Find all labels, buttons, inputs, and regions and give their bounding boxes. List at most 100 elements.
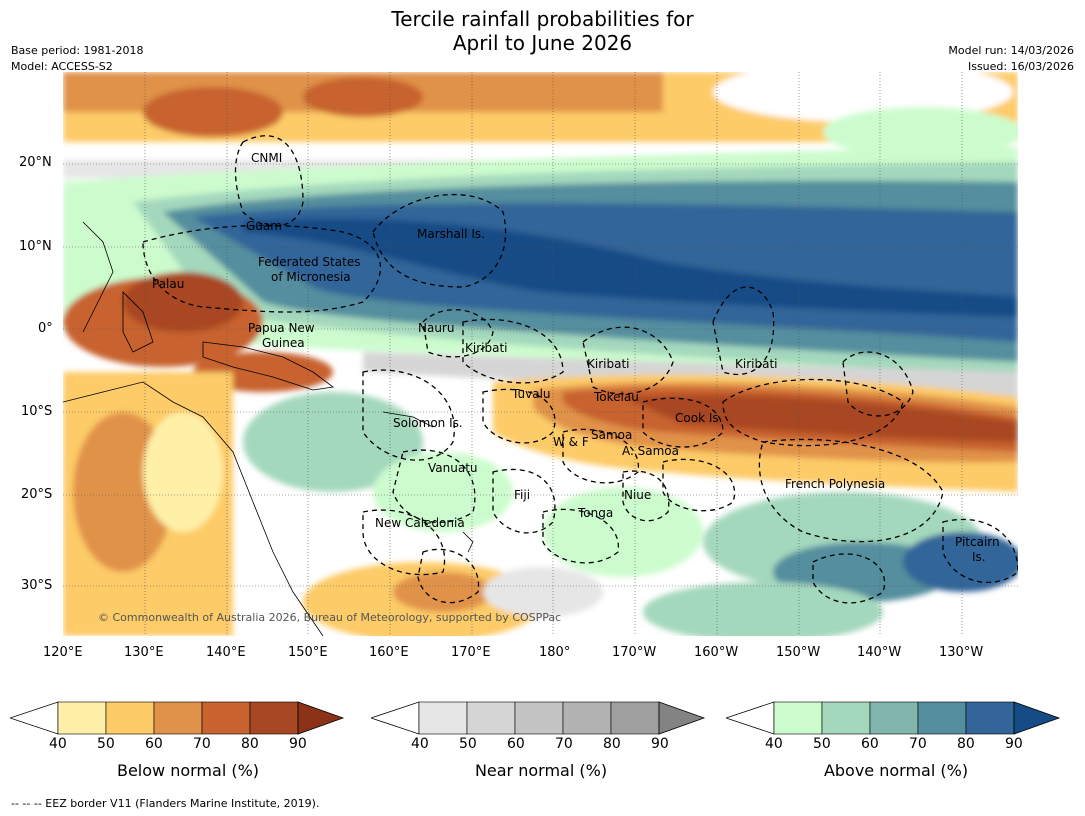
colorbar-tick: 70: [193, 736, 211, 752]
lat-label: 20°N: [19, 155, 52, 170]
region-label: A. Samoa: [622, 444, 679, 458]
colorbar-tick: 80: [241, 736, 259, 752]
region-label: Is.: [972, 550, 986, 564]
eez-borders: [142, 135, 1018, 604]
region-label: Marshall Is.: [417, 227, 485, 241]
colorbar-title: Above normal (%): [823, 761, 969, 780]
colorbar-tick: 70: [555, 736, 573, 752]
colorbar-swatch: [965, 701, 1015, 735]
colorbar-title: Below normal (%): [116, 761, 260, 780]
lon-label: 160°W: [694, 645, 739, 660]
eez-footnote: -- -- -- EEZ border V11 (Flanders Marine…: [11, 797, 320, 810]
lon-label: 170°E: [451, 645, 491, 660]
region-label: Tonga: [577, 506, 613, 520]
region-label: Pitcairn: [955, 535, 1000, 549]
region-label: Federated States: [258, 255, 360, 269]
colorbar-tick: 60: [507, 736, 525, 752]
colorbar-tick: 50: [97, 736, 115, 752]
colorbar-low-extension: [369, 701, 420, 735]
colorbar-below-normal: 40 50 60 70 80 90 Below normal (%): [8, 700, 350, 790]
graticule: [63, 72, 1018, 636]
region-label: Solomon Is.: [393, 416, 463, 430]
colorbar-swatches: [724, 701, 1061, 735]
lon-label: 150°E: [288, 645, 328, 660]
colorbar-swatch: [562, 701, 612, 735]
region-label: Papua New: [248, 321, 315, 335]
colorbar-tick: 90: [1005, 736, 1023, 752]
colorbar-tick: 60: [145, 736, 163, 752]
colorbar-low-extension: [724, 701, 775, 735]
colorbar-swatches: [8, 701, 345, 735]
lon-label: 170°W: [612, 645, 657, 660]
colorbar-near-normal: 40 50 60 70 80 90 Near normal (%): [369, 700, 711, 790]
region-label: Samoa: [591, 428, 632, 442]
region-label: New Caledonia: [375, 516, 465, 530]
colorbar-tick: 40: [411, 736, 429, 752]
colorbar-swatch: [105, 701, 155, 735]
colorbar-swatch: [773, 701, 823, 735]
colorbar-tick: 70: [909, 736, 927, 752]
region-label: Cook Is.: [675, 411, 722, 425]
lon-label: 140°W: [857, 645, 902, 660]
region-label: French Polynesia: [785, 477, 885, 491]
lon-label: 140°E: [206, 645, 246, 660]
coastlines: [63, 221, 474, 636]
base-period: Base period: 1981-2018: [11, 44, 144, 57]
region-label: CNMI: [251, 151, 282, 165]
rainfall-field: [63, 72, 1018, 636]
lon-label: 130°E: [124, 645, 164, 660]
region-label: Palau: [152, 277, 184, 291]
colorbar-swatch: [249, 701, 299, 735]
region-label: W & F: [553, 435, 589, 449]
colorbar-swatch: [514, 701, 564, 735]
colorbar-low-extension: [8, 701, 59, 735]
region-label: Guam: [246, 219, 282, 233]
lon-label: 150°W: [776, 645, 821, 660]
colorbar-tick: 40: [765, 736, 783, 752]
colorbar-swatch: [418, 701, 468, 735]
colorbar-tick: 60: [861, 736, 879, 752]
lon-label: 180°: [539, 645, 571, 660]
region-label: Tuvalu: [511, 387, 551, 401]
lat-label: 10°S: [21, 404, 53, 419]
lat-label: 30°S: [21, 578, 53, 593]
colorbar-high-extension: [658, 701, 706, 735]
colorbar-swatch: [153, 701, 203, 735]
model-run: Model run: 14/03/2026: [948, 44, 1074, 57]
colorbar-tick: 90: [651, 736, 669, 752]
region-label: Kiribati: [587, 357, 629, 371]
map-title-line-2: April to June 2026: [452, 31, 633, 55]
region-label: Kiribati: [465, 341, 507, 355]
lat-label: 20°S: [21, 487, 53, 502]
region-label: Niue: [624, 488, 651, 502]
lat-label: 10°N: [19, 239, 52, 254]
colorbar-swatch: [869, 701, 919, 735]
colorbar-tick: 40: [49, 736, 67, 752]
region-label: Fiji: [514, 488, 530, 502]
issued-date: Issued: 16/03/2026: [967, 60, 1074, 73]
colorbar-tick: 50: [813, 736, 831, 752]
region-label: of Micronesia: [271, 270, 351, 284]
colorbar-swatch: [610, 701, 660, 735]
colorbar-swatch: [57, 701, 107, 735]
model-name: Model: ACCESS-S2: [11, 60, 113, 73]
colorbar-tick: 80: [957, 736, 975, 752]
forecast-map: CNMI Guam Marshall Is. Federated States …: [63, 72, 1018, 636]
colorbar-tick: 90: [289, 736, 307, 752]
region-label: Kiribati: [735, 357, 777, 371]
colorbar-tick: 50: [459, 736, 477, 752]
region-label: Nauru: [418, 321, 454, 335]
colorbar-swatch: [201, 701, 251, 735]
colorbar-swatch: [821, 701, 871, 735]
colorbar-swatch: [917, 701, 967, 735]
region-label: Guinea: [262, 336, 305, 350]
colorbar-tick: 80: [603, 736, 621, 752]
colorbar-swatch: [466, 701, 516, 735]
lon-label: 120°E: [43, 645, 83, 660]
map-title-line-1: Tercile rainfall probabilities for: [391, 7, 694, 31]
lat-label: 0°: [38, 321, 53, 336]
colorbar-high-extension: [297, 701, 345, 735]
colorbar-high-extension: [1013, 701, 1061, 735]
copyright-notice: © Commonwealth of Australia 2026, Bureau…: [98, 611, 561, 624]
lon-label: 160°E: [369, 645, 409, 660]
